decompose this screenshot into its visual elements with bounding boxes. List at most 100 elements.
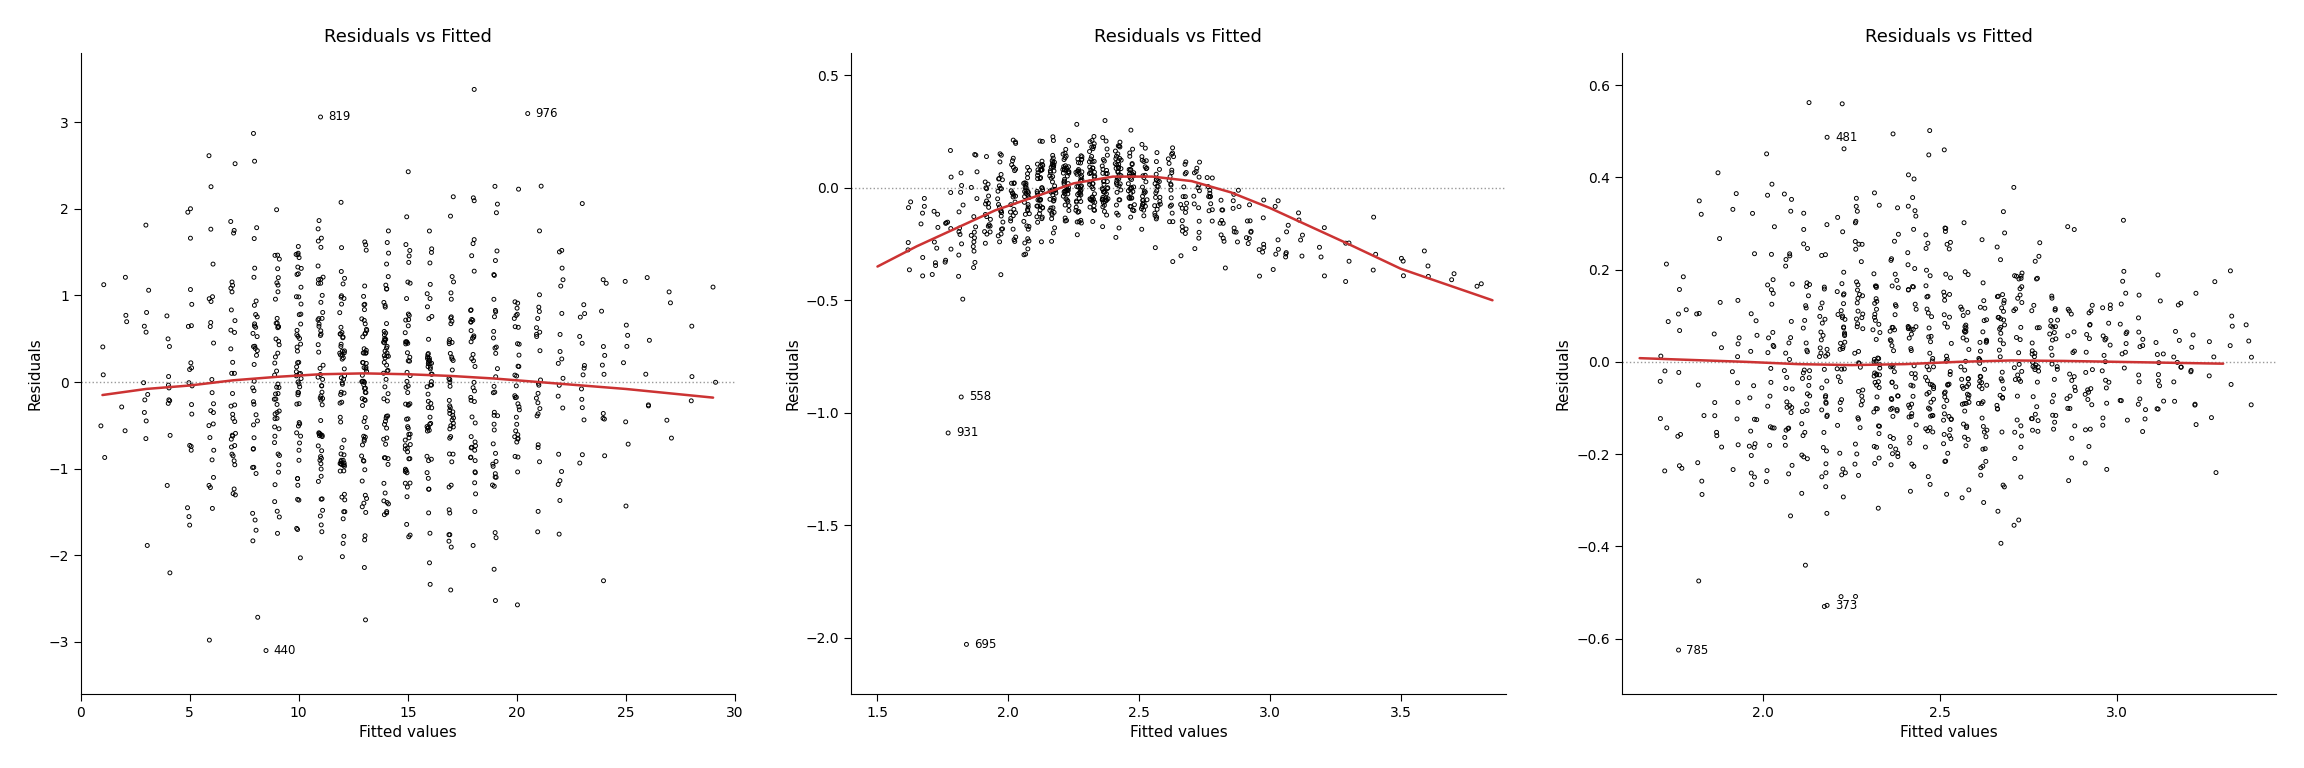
Point — [1064, 151, 1101, 163]
Point — [1152, 179, 1189, 191]
Point — [498, 450, 535, 462]
Point — [194, 180, 230, 193]
Point — [300, 260, 336, 272]
Point — [1889, 284, 1926, 296]
Point — [2053, 308, 2090, 320]
Point — [1021, 172, 1058, 184]
Point — [1090, 182, 1127, 194]
Point — [1984, 289, 2021, 301]
Point — [500, 297, 537, 310]
Point — [2087, 334, 2124, 346]
Point — [412, 310, 449, 323]
Point — [323, 454, 359, 466]
Point — [1998, 331, 2034, 343]
Point — [412, 417, 449, 429]
Point — [346, 534, 382, 546]
Point — [147, 310, 184, 322]
Point — [152, 340, 189, 353]
Point — [1140, 180, 1177, 193]
Point — [2000, 346, 2037, 359]
Point — [1878, 300, 1915, 313]
Point — [1034, 184, 1071, 196]
Point — [1138, 184, 1175, 197]
Point — [85, 279, 122, 291]
Point — [256, 408, 293, 420]
Point — [1099, 154, 1136, 167]
Point — [1267, 226, 1304, 238]
Point — [541, 280, 578, 292]
Point — [1661, 366, 1698, 379]
Point — [1947, 397, 1984, 409]
Point — [970, 219, 1007, 231]
Point — [258, 351, 295, 363]
Point — [1205, 204, 1242, 216]
Point — [1836, 243, 1873, 256]
Point — [431, 380, 468, 392]
Point — [2140, 403, 2177, 415]
Point — [256, 430, 293, 442]
Text: 558: 558 — [970, 390, 991, 403]
Point — [323, 326, 359, 339]
Point — [1083, 194, 1120, 206]
Point — [235, 382, 272, 394]
Point — [454, 348, 491, 360]
Point — [500, 599, 537, 611]
Point — [1009, 233, 1046, 245]
Point — [433, 286, 470, 299]
Point — [1963, 301, 2000, 313]
Point — [325, 362, 362, 375]
Point — [366, 415, 403, 428]
Point — [300, 475, 336, 488]
Point — [348, 239, 385, 251]
Point — [1928, 350, 1965, 362]
Point — [1912, 347, 1949, 359]
Point — [2067, 457, 2104, 469]
Point — [191, 320, 228, 333]
Point — [346, 379, 382, 391]
Point — [387, 326, 424, 339]
Point — [302, 362, 339, 375]
Point — [170, 519, 207, 531]
Point — [970, 178, 1007, 190]
Point — [1806, 396, 1843, 409]
Point — [323, 349, 359, 361]
Point — [2104, 298, 2140, 310]
Point — [325, 278, 362, 290]
Point — [1947, 320, 1984, 333]
Point — [475, 386, 511, 399]
Point — [1009, 204, 1046, 217]
Point — [1037, 184, 1074, 196]
Point — [387, 314, 424, 326]
Point — [369, 412, 406, 424]
Point — [1735, 442, 1772, 454]
Point — [1281, 234, 1318, 247]
Point — [1127, 142, 1164, 154]
Point — [1843, 395, 1880, 407]
Point — [1138, 174, 1175, 186]
Point — [1892, 432, 1928, 444]
Point — [1915, 393, 1951, 406]
Point — [1806, 391, 1843, 403]
Point — [281, 367, 318, 379]
Point — [940, 206, 977, 218]
Point — [1751, 332, 1788, 344]
Point — [1203, 217, 1240, 230]
Point — [1650, 316, 1687, 328]
Point — [323, 396, 359, 409]
Point — [1037, 180, 1074, 192]
Point — [477, 386, 514, 399]
Point — [1101, 162, 1138, 174]
Point — [1841, 413, 1878, 425]
Point — [127, 432, 164, 445]
Point — [1217, 222, 1253, 234]
Point — [1961, 375, 1998, 387]
Point — [1385, 270, 1422, 282]
Point — [323, 415, 359, 428]
Point — [456, 331, 493, 343]
Point — [2163, 361, 2200, 373]
Point — [1007, 177, 1044, 189]
Point — [1327, 276, 1364, 288]
Point — [1048, 193, 1085, 205]
Point — [1111, 177, 1147, 190]
Point — [2000, 358, 2037, 370]
